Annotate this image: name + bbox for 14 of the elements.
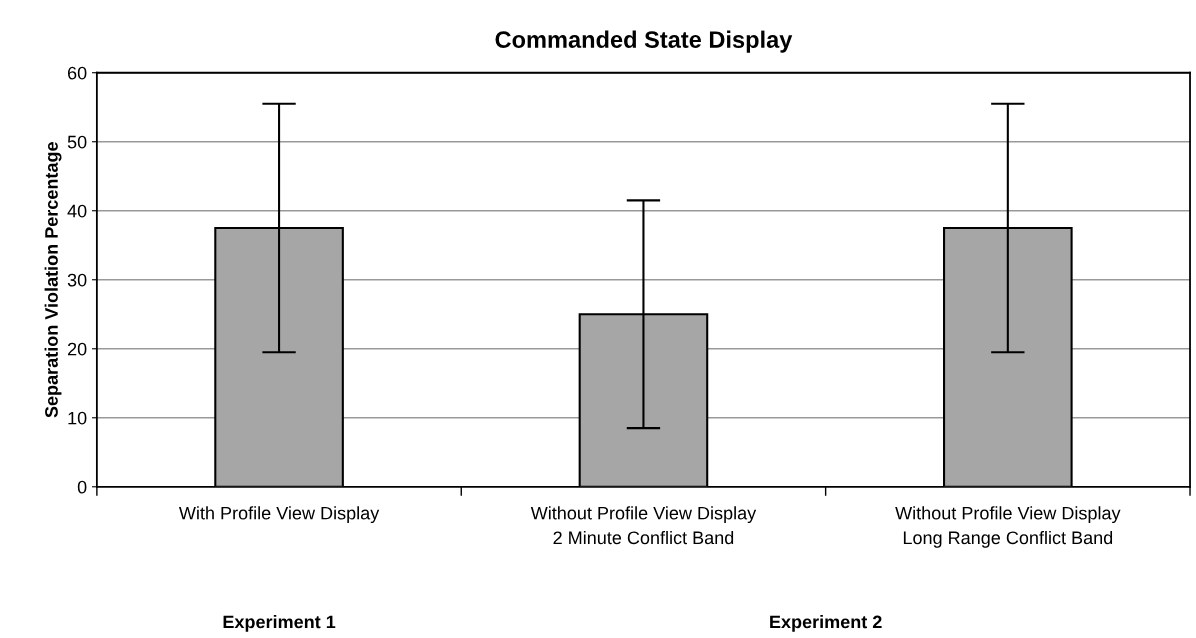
x-tick-label: Without Profile View Display 2 Minute Conflict Band — [530, 506, 757, 545]
x-tick-label: With Profile View Display — [178, 506, 380, 524]
y-tick-label: 0 — [77, 480, 87, 494]
y-axis-title: Separation Violation Percentage — [44, 142, 62, 418]
y-tick-label: 10 — [68, 411, 87, 425]
chart-title: Commanded State Display — [495, 30, 793, 53]
y-tick-label: 20 — [67, 342, 87, 356]
y-tick-label: 50 — [67, 135, 87, 149]
y-tick-label: 30 — [67, 273, 87, 287]
y-tick-label: 40 — [67, 204, 87, 218]
x-tick-label: Without Profile View Display Long Range Conflict Band — [895, 506, 1121, 548]
y-tick-label: 60 — [67, 66, 87, 80]
text: Experiment 1 — [223, 615, 336, 632]
text: Experiment 2 — [770, 615, 882, 632]
